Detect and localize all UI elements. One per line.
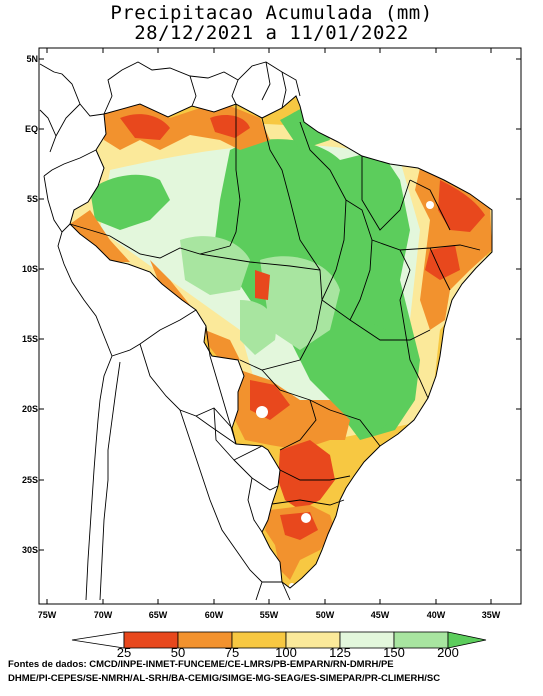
lon-label-70w: 70W xyxy=(93,610,113,620)
colorbar-label-200: 200 xyxy=(437,645,459,660)
title-line-2: 28/12/2021 a 11/01/2022 xyxy=(134,22,409,44)
lat-label-20s: 20S xyxy=(21,404,38,414)
lat-label-10s: 10S xyxy=(21,264,38,274)
lat-label-5n: 5N xyxy=(26,54,38,64)
lat-label-5s: 5S xyxy=(26,194,38,204)
colorbar-bin-8 xyxy=(447,631,487,649)
colorbar-label-25: 25 xyxy=(116,645,132,660)
lon-label-45w: 45W xyxy=(370,610,390,620)
colorbar-label-125: 125 xyxy=(329,645,351,660)
lon-label-40w: 40W xyxy=(426,610,446,620)
lon-label-75w: 75W xyxy=(37,610,57,620)
colorbar-label-75: 75 xyxy=(224,645,240,660)
lat-label-15s: 15S xyxy=(21,334,38,344)
axis-ticks xyxy=(39,48,521,604)
lon-label-60w: 60W xyxy=(204,610,224,620)
colorbar-label-100: 100 xyxy=(275,645,297,660)
colorbar-label-150: 150 xyxy=(383,645,405,660)
state-borders xyxy=(69,104,481,506)
title-line-1: Precipitacao Acumulada (mm) xyxy=(110,2,433,24)
lon-label-50w: 50W xyxy=(315,610,335,620)
lat-label-25s: 25S xyxy=(21,475,38,485)
lon-label-65w: 65W xyxy=(148,610,168,620)
lon-label-55w: 55W xyxy=(259,610,279,620)
colorbar xyxy=(71,631,487,649)
colorbar-label-50: 50 xyxy=(170,645,186,660)
credits-line-2: DHME/PI-CEPES/SE-NMRH/AL-SRH/BA-CEMIG/SI… xyxy=(8,673,441,684)
lat-label-30s: 30S xyxy=(21,545,38,555)
lat-label-eq: EQ xyxy=(24,124,38,134)
lon-label-35w: 35W xyxy=(481,610,501,620)
continent-borders xyxy=(39,61,301,601)
credits-line-1: Fontes de dados: CMCD/INPE-INMET-FUNCEME… xyxy=(8,659,394,670)
